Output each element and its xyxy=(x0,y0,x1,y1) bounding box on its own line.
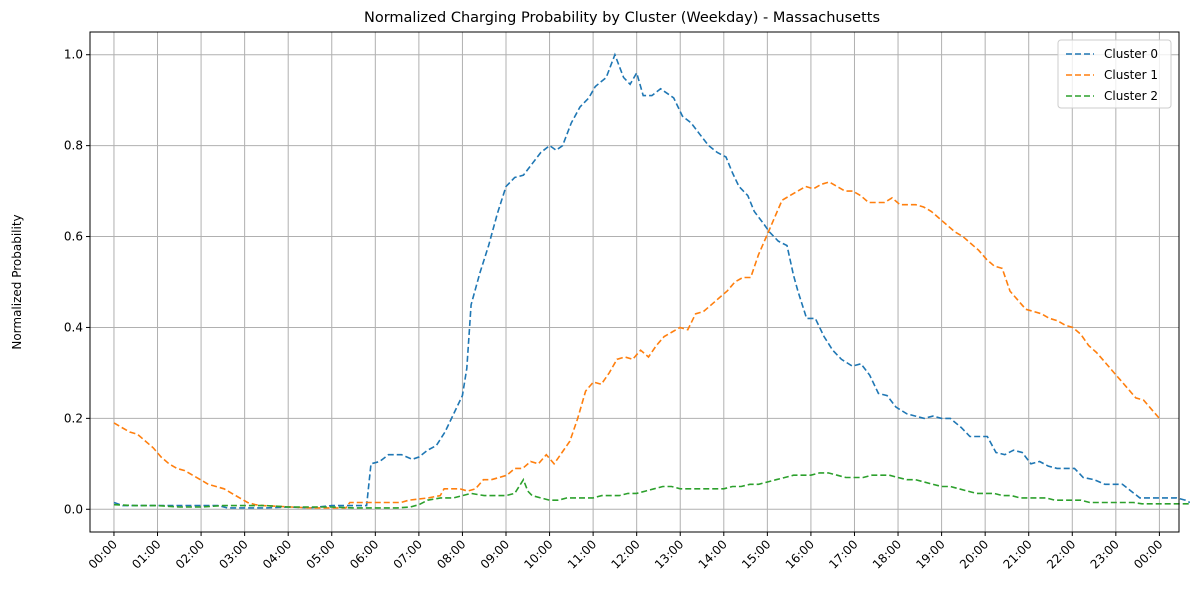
series-line-2 xyxy=(113,472,1190,509)
grid xyxy=(90,32,1179,532)
y-tick-label: 0.2 xyxy=(64,411,83,425)
series-line-0 xyxy=(113,52,1190,509)
legend-label-0: Cluster 0 xyxy=(1104,47,1158,61)
y-axis: 0.0 0.2 0.4 0.6 0.8 1.0 xyxy=(64,48,90,516)
legend: Cluster 0 Cluster 1 Cluster 2 xyxy=(1057,39,1172,109)
y-tick-label: 0.8 xyxy=(64,139,83,153)
y-tick-label: 1.0 xyxy=(64,48,83,62)
y-axis-label: Normalized Probability xyxy=(10,214,24,349)
y-tick-label: 0.0 xyxy=(64,502,83,516)
y-tick-label: 0.4 xyxy=(64,320,83,334)
series-layer xyxy=(113,52,1190,509)
legend-box xyxy=(1057,39,1172,109)
y-tick-label: 0.6 xyxy=(64,230,83,244)
legend-label-2: Cluster 2 xyxy=(1104,89,1158,103)
plot-frame xyxy=(89,31,1180,533)
legend-label-1: Cluster 1 xyxy=(1104,68,1158,82)
chart-title: Normalized Charging Probability by Clust… xyxy=(364,10,880,26)
